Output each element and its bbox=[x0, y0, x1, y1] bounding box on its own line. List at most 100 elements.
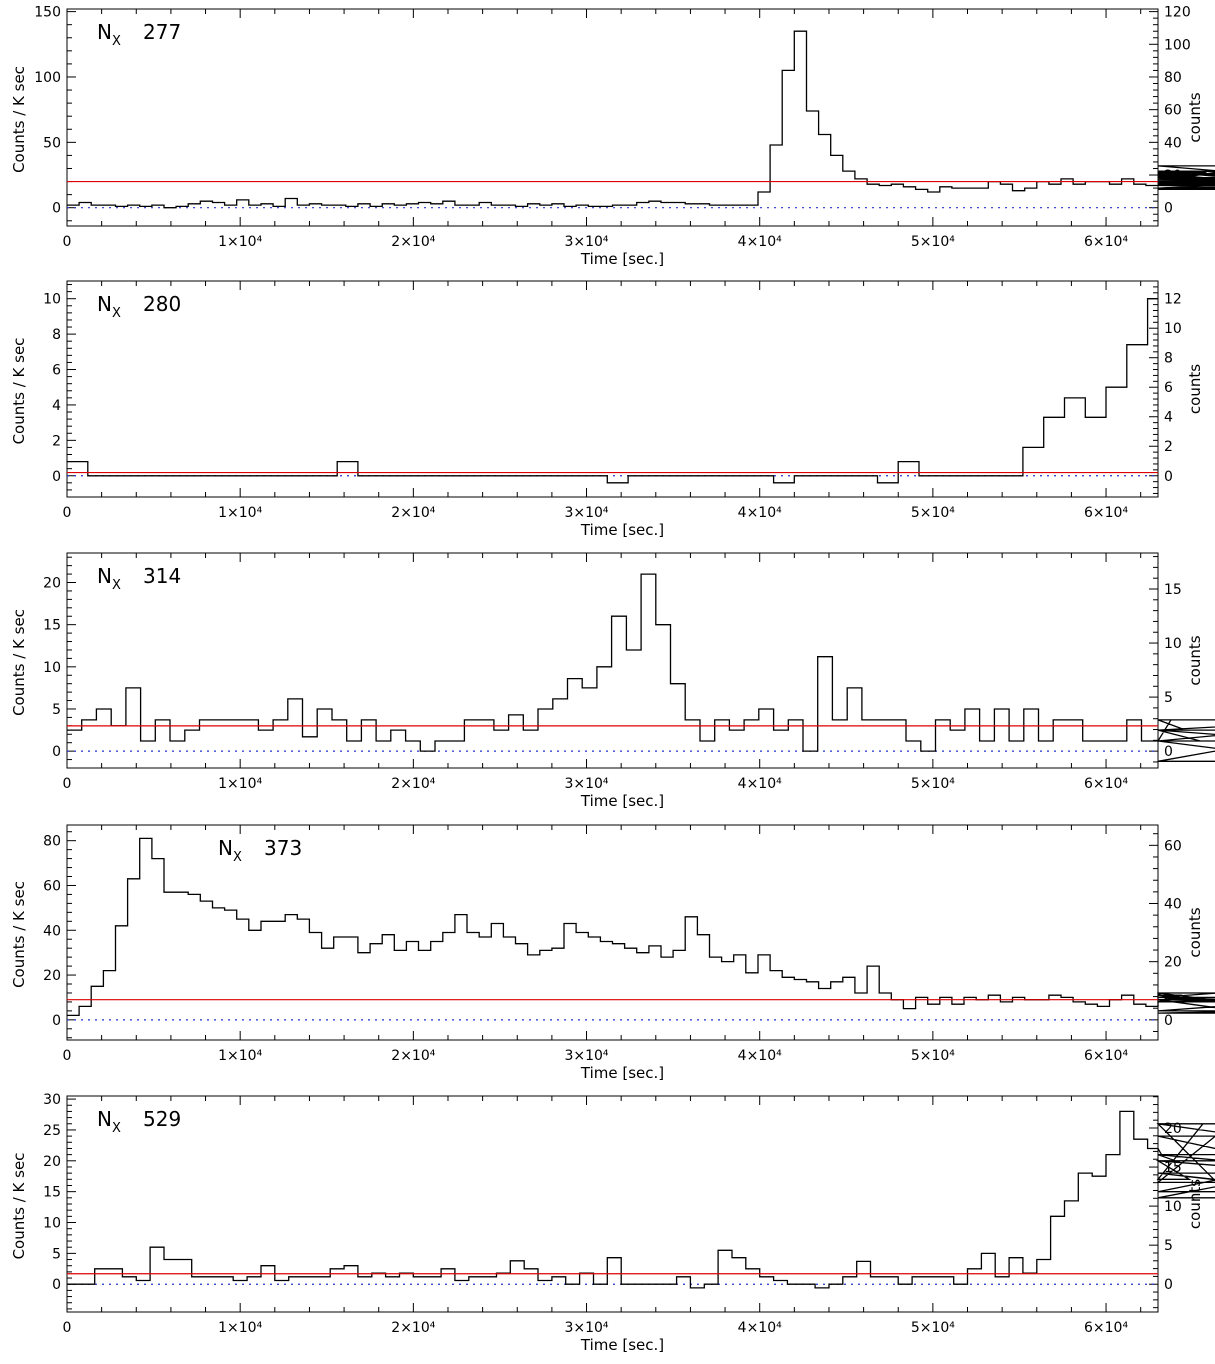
y2-tick-label: 0 bbox=[1164, 469, 1173, 485]
light-curve-panel-280: 0 1×10⁴ 2×10⁴ 3×10⁴ 4×10⁴ 5×10⁴ 6×10⁴ Time [sec… bbox=[10, 280, 1204, 539]
y2-tick-label: 60 bbox=[1164, 103, 1182, 119]
x-tick-label: 2×10⁴ bbox=[391, 1320, 435, 1336]
y-tick-label: 150 bbox=[34, 5, 61, 21]
source-label-prefix: N bbox=[97, 1107, 112, 1131]
source-label-id: 277 bbox=[143, 20, 181, 44]
x-tick-label: 5×10⁴ bbox=[911, 505, 955, 521]
x-tick-label: 6×10⁴ bbox=[1084, 234, 1128, 250]
light-curve-panel-529: 0 1×10⁴ 2×10⁴ 3×10⁴ 4×10⁴ 5×10⁴ 6×10⁴ Time [sec… bbox=[10, 1092, 1215, 1354]
source-label-prefix: N bbox=[97, 292, 112, 316]
x-tick-label: 5×10⁴ bbox=[911, 776, 955, 792]
y-axis-label: Counts / K sec bbox=[10, 609, 28, 716]
light-curve-histogram bbox=[67, 573, 1215, 762]
x-tick-label: 1×10⁴ bbox=[218, 776, 262, 792]
x-axis-label: Time [sec.] bbox=[580, 250, 664, 268]
y2-tick-label: 40 bbox=[1164, 897, 1182, 913]
x-tick-label: 5×10⁴ bbox=[911, 234, 955, 250]
y-tick-label: 10 bbox=[43, 1216, 61, 1232]
x-tick-label: 0 bbox=[63, 776, 72, 792]
source-label-id: 314 bbox=[143, 564, 181, 588]
y-tick-label: 5 bbox=[52, 702, 61, 718]
light-curve-panel-277: 0 1×10⁴ 2×10⁴ 3×10⁴ 4×10⁴ 5×10⁴ 6×10⁴ Time [sec… bbox=[10, 5, 1215, 268]
source-label-subscript: X bbox=[112, 1121, 121, 1136]
x-tick-label: 3×10⁴ bbox=[564, 234, 608, 250]
y2-tick-label: 6 bbox=[1164, 380, 1173, 396]
y-tick-label: 30 bbox=[43, 1092, 61, 1108]
y-tick-label: 4 bbox=[52, 398, 61, 414]
x-tick-label: 4×10⁴ bbox=[738, 1048, 782, 1064]
y2-tick-label: 80 bbox=[1164, 70, 1182, 86]
x-tick-label: 4×10⁴ bbox=[738, 505, 782, 521]
y-tick-label: 0 bbox=[52, 1013, 61, 1029]
y2-tick-label: 0 bbox=[1164, 201, 1173, 217]
x-tick-label: 0 bbox=[63, 1320, 72, 1336]
y2-tick-label: 20 bbox=[1164, 955, 1182, 971]
plot-frame bbox=[66, 552, 1159, 769]
x-tick-label: 6×10⁴ bbox=[1084, 1048, 1128, 1064]
x-tick-label: 5×10⁴ bbox=[911, 1048, 955, 1064]
x-tick-label: 3×10⁴ bbox=[564, 1048, 608, 1064]
x-tick-label: 2×10⁴ bbox=[391, 776, 435, 792]
y-tick-label: 5 bbox=[52, 1246, 61, 1262]
y2-tick-label: 10 bbox=[1164, 1199, 1182, 1215]
y2-tick-label: 8 bbox=[1164, 351, 1173, 367]
light-curve-histogram bbox=[67, 30, 1215, 209]
y-tick-label: 20 bbox=[43, 968, 61, 984]
y2-tick-label: 0 bbox=[1164, 1277, 1173, 1293]
y-axis-label: Counts / K sec bbox=[10, 66, 28, 173]
light-curve-histogram bbox=[67, 837, 1215, 1017]
x-tick-label: 0 bbox=[63, 1048, 72, 1064]
x-tick-label: 1×10⁴ bbox=[218, 1048, 262, 1064]
y-axis-label: Counts / K sec bbox=[10, 1153, 28, 1260]
y-tick-label: 15 bbox=[43, 618, 61, 634]
y-axis-label: Counts / K sec bbox=[10, 881, 28, 988]
x-tick-label: 4×10⁴ bbox=[738, 1320, 782, 1336]
x-tick-label: 3×10⁴ bbox=[564, 1320, 608, 1336]
y-tick-label: 2 bbox=[52, 433, 61, 449]
source-label-id: 529 bbox=[143, 1107, 181, 1131]
y-tick-label: 20 bbox=[43, 1154, 61, 1170]
y-tick-label: 15 bbox=[43, 1185, 61, 1201]
x-tick-label: 5×10⁴ bbox=[911, 1320, 955, 1336]
x-tick-label: 6×10⁴ bbox=[1084, 1320, 1128, 1336]
x-tick-label: 1×10⁴ bbox=[218, 234, 262, 250]
source-label-prefix: N bbox=[97, 564, 112, 588]
plot-frame bbox=[66, 280, 1159, 498]
x-tick-label: 4×10⁴ bbox=[738, 776, 782, 792]
y2-tick-label: 10 bbox=[1164, 636, 1182, 652]
y-tick-label: 10 bbox=[43, 660, 61, 676]
source-label-subscript: X bbox=[112, 578, 121, 593]
source-label-id: 280 bbox=[143, 292, 181, 316]
x-axis-label: Time [sec.] bbox=[580, 1336, 664, 1354]
y-tick-label: 0 bbox=[52, 201, 61, 217]
y-tick-label: 10 bbox=[43, 292, 61, 308]
y2-axis-label: counts bbox=[1186, 364, 1204, 414]
x-tick-label: 3×10⁴ bbox=[564, 776, 608, 792]
y2-tick-label: 60 bbox=[1164, 838, 1182, 854]
y-tick-label: 6 bbox=[52, 363, 61, 379]
y2-tick-label: 0 bbox=[1164, 744, 1173, 760]
plot-frame bbox=[66, 8, 1159, 227]
source-label-subscript: X bbox=[233, 850, 242, 865]
y-axis-label: Counts / K sec bbox=[10, 338, 28, 445]
y2-tick-label: 5 bbox=[1164, 1238, 1173, 1254]
plot-frame bbox=[66, 824, 1159, 1041]
y2-tick-label: 2 bbox=[1164, 439, 1173, 455]
x-axis-label: Time [sec.] bbox=[580, 521, 664, 539]
x-tick-label: 6×10⁴ bbox=[1084, 776, 1128, 792]
y2-axis-label: counts bbox=[1186, 92, 1204, 142]
y2-axis-label: counts bbox=[1186, 1179, 1204, 1229]
y-tick-label: 100 bbox=[34, 70, 61, 86]
source-label-subscript: X bbox=[112, 306, 121, 321]
x-tick-label: 1×10⁴ bbox=[218, 1320, 262, 1336]
y2-tick-label: 4 bbox=[1164, 410, 1173, 426]
y2-tick-label: 12 bbox=[1164, 292, 1182, 308]
y2-tick-label: 15 bbox=[1164, 582, 1182, 598]
light-curve-panel-314: 0 1×10⁴ 2×10⁴ 3×10⁴ 4×10⁴ 5×10⁴ 6×10⁴ Time [sec… bbox=[10, 552, 1215, 810]
x-tick-label: 2×10⁴ bbox=[391, 234, 435, 250]
x-tick-label: 1×10⁴ bbox=[218, 505, 262, 521]
x-tick-label: 0 bbox=[63, 505, 72, 521]
x-tick-label: 3×10⁴ bbox=[564, 505, 608, 521]
y2-tick-label: 100 bbox=[1164, 37, 1191, 53]
